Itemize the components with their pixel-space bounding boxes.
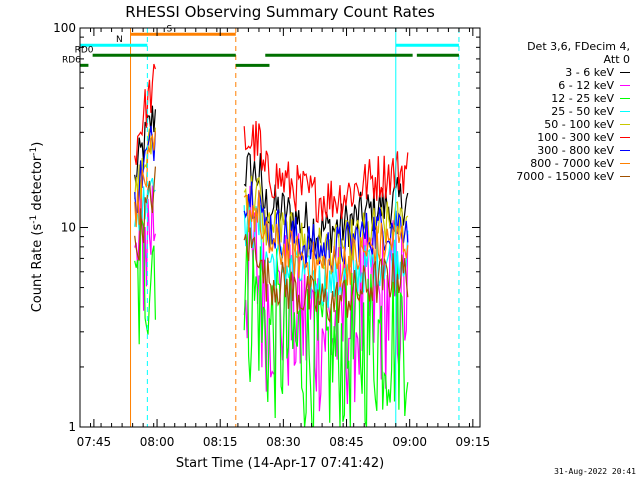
legend-header-line-1: Det 3,6, FDecim 4, bbox=[516, 40, 630, 53]
x-tick-label-6: 09:15 bbox=[456, 435, 491, 449]
legend-item: 300 - 800 keV bbox=[516, 144, 630, 157]
legend-header-text-1: Det 3,6, FDecim 4, bbox=[527, 40, 630, 53]
y-axis-label-main: Count Rate (s bbox=[30, 224, 45, 313]
legend-items: 3 - 6 keV 6 - 12 keV 12 - 25 keV 25 - 50 ke… bbox=[516, 66, 630, 183]
x-tick-label-1: 08:00 bbox=[140, 435, 175, 449]
timestamp: 31-Aug-2022 20:41 bbox=[554, 467, 636, 476]
legend-item-label: 800 - 7000 keV bbox=[530, 157, 614, 170]
legend-item: 7000 - 15000 keV bbox=[516, 170, 630, 183]
series-line-8-seg-0 bbox=[134, 166, 156, 261]
y-tick-label-2: 100 bbox=[53, 21, 76, 35]
y-axis-label-close: ) bbox=[30, 142, 45, 147]
x-tick-label-3: 08:30 bbox=[266, 435, 301, 449]
series-line-6-seg-1 bbox=[243, 181, 409, 273]
x-tick-label-5: 09:00 bbox=[392, 435, 427, 449]
series-line-8-seg-1 bbox=[243, 227, 409, 324]
legend-swatch bbox=[620, 72, 630, 73]
y-axis: 1 10 100 bbox=[53, 21, 480, 434]
x-tick-label-4: 08:45 bbox=[329, 435, 364, 449]
series-line-7-seg-1 bbox=[243, 189, 409, 290]
legend-item-label: 3 - 6 keV bbox=[565, 66, 614, 79]
y-tick-label-0: 1 bbox=[68, 420, 76, 434]
y-axis-label-tail-sup: -1 bbox=[29, 147, 39, 156]
legend-swatch bbox=[620, 111, 630, 112]
legend-item: 800 - 7000 keV bbox=[516, 157, 630, 170]
legend-item-label: 25 - 50 keV bbox=[551, 105, 614, 118]
legend-swatch bbox=[620, 85, 630, 86]
legend-item: 6 - 12 keV bbox=[516, 79, 630, 92]
legend: Det 3,6, FDecim 4, Att 0 3 - 6 keV 6 - 12… bbox=[516, 40, 630, 183]
legend-swatch bbox=[620, 176, 630, 177]
legend-item: 12 - 25 keV bbox=[516, 92, 630, 105]
x-tick-label-2: 08:15 bbox=[203, 435, 238, 449]
legend-item: 3 - 6 keV bbox=[516, 66, 630, 79]
legend-item-label: 6 - 12 keV bbox=[558, 79, 614, 92]
legend-swatch bbox=[620, 98, 630, 99]
series-line-7-seg-0 bbox=[134, 131, 156, 228]
legend-item: 50 - 100 keV bbox=[516, 118, 630, 131]
legend-item: 25 - 50 keV bbox=[516, 105, 630, 118]
flag-label-1: N bbox=[116, 35, 123, 45]
legend-header-line-2: Att 0 bbox=[516, 53, 630, 66]
series-line-5-seg-0 bbox=[134, 63, 156, 165]
y-axis-label-sup: -1 bbox=[29, 215, 39, 224]
flag-label-0: S bbox=[167, 24, 173, 34]
legend-swatch bbox=[620, 124, 630, 125]
x-axis-label: Start Time (14-Apr-17 07:41:42) bbox=[176, 456, 384, 471]
series-line-3-seg-0 bbox=[134, 177, 156, 231]
x-axis: 07:45 08:00 08:15 08:30 08:45 09:00 09:15 bbox=[77, 28, 491, 449]
legend-item-label: 100 - 300 keV bbox=[537, 131, 614, 144]
y-axis-label-tail: detector bbox=[30, 155, 45, 215]
legend-swatch bbox=[620, 163, 630, 164]
chart-title: RHESSI Observing Summary Count Rates bbox=[125, 3, 435, 21]
series-line-0-seg-0 bbox=[134, 105, 156, 186]
legend-item-label: 12 - 25 keV bbox=[551, 92, 614, 105]
legend-swatch bbox=[620, 150, 630, 151]
legend-item-label: 50 - 100 keV bbox=[544, 118, 614, 131]
y-tick-label-1: 10 bbox=[61, 221, 76, 235]
legend-header-text-2: Att 0 bbox=[603, 53, 630, 66]
series-line-4-seg-0 bbox=[134, 127, 156, 200]
flag-label-3: RD6 bbox=[62, 55, 81, 65]
series-line-5-seg-1 bbox=[243, 120, 409, 224]
series-line-0-seg-1 bbox=[243, 152, 409, 253]
legend-item-label: 7000 - 15000 keV bbox=[516, 170, 614, 183]
legend-swatch bbox=[620, 137, 630, 138]
series-line-2-seg-0 bbox=[134, 219, 156, 345]
flag-label-2: RD0 bbox=[75, 45, 94, 55]
x-tick-label-0: 07:45 bbox=[77, 435, 112, 449]
y-axis-label: Count Rate (s-1 detector-1) bbox=[29, 142, 45, 313]
legend-item: 100 - 300 keV bbox=[516, 131, 630, 144]
legend-item-label: 300 - 800 keV bbox=[537, 144, 614, 157]
